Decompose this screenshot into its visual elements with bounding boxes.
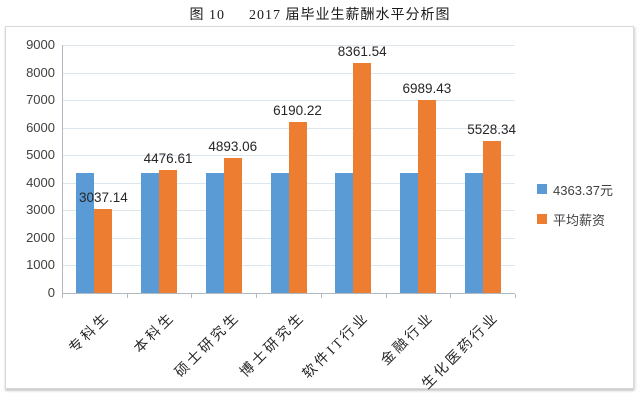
- x-axis-tick: [515, 294, 516, 298]
- data-label-博士研究生: 6190.22: [273, 103, 322, 119]
- y-axis-line: [62, 45, 63, 294]
- legend-item-series-orange[interactable]: 平均薪资: [537, 210, 613, 228]
- legend-label-blue: 4363.37元: [553, 182, 613, 198]
- y-axis-tick-label: 6000: [26, 119, 55, 135]
- legend-item-series-blue[interactable]: 4363.37元: [537, 180, 613, 198]
- y-axis-tick-label: 4000: [26, 174, 55, 190]
- figure-title: 图 10 2017 届毕业生薪酬水平分析图: [0, 4, 640, 24]
- category-label-本科生: 本科生: [131, 309, 179, 357]
- bar-series0-硕士研究生[interactable]: [205, 172, 224, 293]
- data-label-本科生: 4476.61: [143, 150, 193, 166]
- x-axis-tick: [385, 294, 387, 298]
- bar-series1-博士研究生[interactable]: [288, 122, 307, 293]
- bar-series1-硕士研究生[interactable]: [223, 158, 242, 293]
- bar-series0-软件IT行业[interactable]: [335, 172, 354, 293]
- data-label-专科生: 3037.14: [78, 190, 128, 206]
- bar-series1-专科生[interactable]: [94, 209, 113, 293]
- bar-series0-博士研究生[interactable]: [270, 172, 289, 293]
- y-axis-tick-label: 9000: [26, 37, 55, 52]
- category-label-金融行业: 金融行业: [378, 309, 438, 369]
- y-axis-tick-label: 2000: [26, 229, 55, 245]
- bar-series0-本科生[interactable]: [141, 172, 160, 293]
- chart-box: 0 1000 2000 3000 4000 5000 6000 7000 8000 9000 303…: [5, 26, 634, 393]
- bar-series0-专科生[interactable]: [76, 172, 95, 293]
- y-axis-tick-label: 0: [47, 285, 55, 300]
- data-label-软件IT行业: 8361.54: [337, 43, 387, 59]
- bar-series1-金融行业[interactable]: [417, 100, 436, 293]
- figure-title-text: 2017 届毕业生薪酬水平分析图: [249, 8, 451, 23]
- gridline-8000: [62, 72, 515, 74]
- legend-label-orange: 平均薪资: [553, 212, 606, 228]
- y-axis-tick-label: 1000: [26, 257, 55, 273]
- bar-series1-软件IT行业[interactable]: [353, 62, 372, 293]
- gridline-9000: [62, 45, 515, 46]
- data-label-硕士研究生: 4893.06: [208, 139, 258, 155]
- x-axis-tick: [191, 294, 193, 298]
- figure-number: 图 10: [189, 8, 225, 23]
- category-label-硕士研究生: 硕士研究生: [172, 309, 244, 381]
- y-axis-tick-label: 8000: [26, 64, 55, 80]
- x-axis-tick: [450, 294, 452, 298]
- gridline-7000: [62, 100, 515, 102]
- bar-series0-金融行业[interactable]: [399, 172, 418, 293]
- x-axis-tick: [126, 294, 128, 298]
- x-axis-tick: [256, 294, 258, 298]
- legend: 4363.37元 平均薪资: [537, 180, 613, 228]
- y-axis-tick-label: 5000: [26, 147, 55, 163]
- data-label-生化医药行业: 5528.34: [467, 121, 517, 137]
- category-label-软件IT行业: 软件IT行业: [300, 309, 373, 383]
- bar-series1-本科生[interactable]: [159, 169, 178, 293]
- y-axis-tick-label: 3000: [26, 202, 55, 218]
- y-axis-tick-label: 7000: [26, 92, 55, 108]
- category-label-专科生: 专科生: [67, 309, 114, 357]
- x-axis-tick: [320, 294, 322, 298]
- x-axis-tick: [62, 294, 63, 298]
- data-label-金融行业: 6989.43: [402, 81, 452, 97]
- legend-swatch-orange: [537, 214, 547, 224]
- legend-swatch-blue: [537, 184, 547, 194]
- category-label-博士研究生: 博士研究生: [237, 309, 308, 381]
- bar-series0-生化医药行业[interactable]: [464, 172, 483, 293]
- x-axis-line: [62, 293, 515, 294]
- bar-series1-生化医药行业[interactable]: [482, 140, 501, 293]
